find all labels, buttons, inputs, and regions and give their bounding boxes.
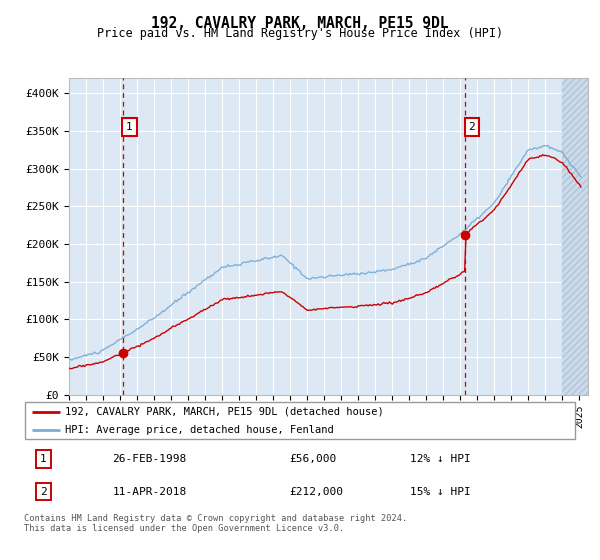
Text: HPI: Average price, detached house, Fenland: HPI: Average price, detached house, Fenl… <box>65 425 334 435</box>
Text: 2: 2 <box>40 487 47 497</box>
Text: 26-FEB-1998: 26-FEB-1998 <box>112 454 187 464</box>
Bar <box>562 78 588 395</box>
Text: 2: 2 <box>469 123 475 132</box>
FancyBboxPatch shape <box>25 402 575 439</box>
Text: 15% ↓ HPI: 15% ↓ HPI <box>410 487 471 497</box>
Text: 1: 1 <box>126 123 133 132</box>
Bar <box>562 78 588 395</box>
Text: £56,000: £56,000 <box>289 454 336 464</box>
Text: 192, CAVALRY PARK, MARCH, PE15 9DL: 192, CAVALRY PARK, MARCH, PE15 9DL <box>151 16 449 31</box>
Text: 1: 1 <box>40 454 47 464</box>
Text: 11-APR-2018: 11-APR-2018 <box>112 487 187 497</box>
Text: Contains HM Land Registry data © Crown copyright and database right 2024.
This d: Contains HM Land Registry data © Crown c… <box>24 514 407 534</box>
Text: 192, CAVALRY PARK, MARCH, PE15 9DL (detached house): 192, CAVALRY PARK, MARCH, PE15 9DL (deta… <box>65 407 384 417</box>
Text: £212,000: £212,000 <box>289 487 343 497</box>
Text: 12% ↓ HPI: 12% ↓ HPI <box>410 454 471 464</box>
Text: Price paid vs. HM Land Registry's House Price Index (HPI): Price paid vs. HM Land Registry's House … <box>97 27 503 40</box>
